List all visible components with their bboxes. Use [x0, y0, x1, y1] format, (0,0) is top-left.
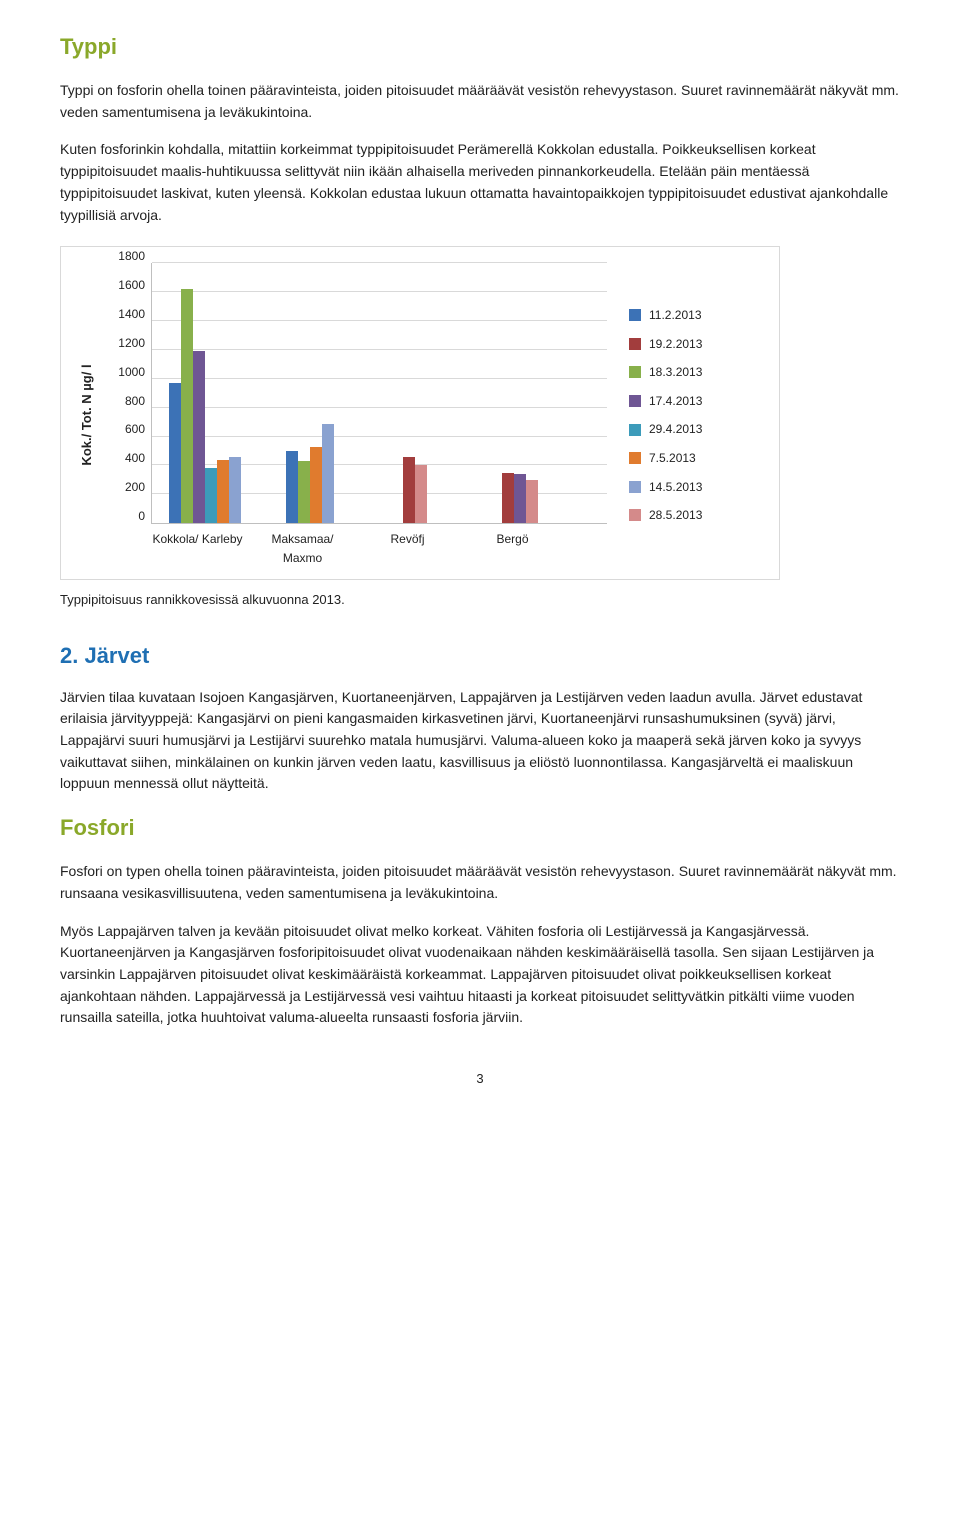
legend-label: 11.2.2013	[649, 306, 702, 325]
chart-bar	[169, 383, 181, 523]
typpi-p1: Typpi on fosforin ohella toinen pääravin…	[60, 80, 900, 123]
legend-label: 17.4.2013	[649, 392, 702, 411]
chart-xcat: Kokkola/ Karleby	[145, 530, 250, 567]
legend-item: 11.2.2013	[629, 306, 759, 325]
chart-ylabel: Kok./ Tot. N µg/ l	[77, 365, 97, 466]
chart-bar	[502, 473, 514, 524]
legend-label: 18.3.2013	[649, 363, 702, 382]
chart-bar	[286, 451, 298, 523]
typpi-p2: Kuten fosforinkin kohdalla, mitattiin ko…	[60, 139, 900, 226]
chart-bar	[205, 468, 217, 523]
chart-plot	[151, 263, 607, 524]
chart-xcat: Revöfj	[355, 530, 460, 567]
legend-item: 29.4.2013	[629, 420, 759, 439]
legend-item: 19.2.2013	[629, 335, 759, 354]
heading-fosfori: Fosfori	[60, 811, 900, 845]
chart-bar	[181, 289, 193, 523]
fosfori-p1: Fosfori on typen ohella toinen pääravint…	[60, 861, 900, 904]
chart-bar	[514, 474, 526, 523]
legend-swatch	[629, 309, 641, 321]
chart-bar	[415, 465, 427, 523]
legend-item: 14.5.2013	[629, 478, 759, 497]
legend-swatch	[629, 366, 641, 378]
chart-yaxis: 180016001400120010008006004002000	[101, 263, 151, 523]
chart-bar	[322, 424, 334, 524]
legend-label: 14.5.2013	[649, 478, 702, 497]
legend-label: 19.2.2013	[649, 335, 702, 354]
chart-bar	[526, 480, 538, 523]
chart-bar	[310, 447, 322, 524]
legend-item: 18.3.2013	[629, 363, 759, 382]
jarvet-p1: Järvien tilaa kuvataan Isojoen Kangasjär…	[60, 687, 900, 795]
legend-item: 7.5.2013	[629, 449, 759, 468]
chart-xaxis: Kokkola/ KarlebyMaksamaa/ MaxmoRevöfjBer…	[145, 524, 565, 567]
chart-legend: 11.2.2013 19.2.2013 18.3.2013 17.4.2013 29.4…	[607, 263, 759, 567]
chart-bar	[193, 351, 205, 523]
heading-typpi: Typpi	[60, 30, 900, 64]
chart-caption: Typpipitoisuus rannikkovesissä alkuvuonn…	[60, 590, 900, 610]
legend-item: 28.5.2013	[629, 506, 759, 525]
legend-label: 7.5.2013	[649, 449, 696, 468]
page-number: 3	[60, 1069, 900, 1089]
legend-swatch	[629, 481, 641, 493]
legend-label: 29.4.2013	[649, 420, 702, 439]
chart-bar	[217, 460, 229, 524]
chart-bar	[403, 457, 415, 523]
legend-swatch	[629, 509, 641, 521]
heading-jarvet: 2. Järvet	[60, 639, 900, 673]
nitrogen-chart: Kok./ Tot. N µg/ l 180016001400120010008…	[60, 246, 780, 580]
legend-swatch	[629, 424, 641, 436]
fosfori-p2: Myös Lappajärven talven ja kevään pitois…	[60, 921, 900, 1029]
legend-item: 17.4.2013	[629, 392, 759, 411]
legend-swatch	[629, 338, 641, 350]
legend-label: 28.5.2013	[649, 506, 702, 525]
legend-swatch	[629, 452, 641, 464]
legend-swatch	[629, 395, 641, 407]
chart-bar	[229, 457, 241, 523]
chart-bar	[298, 461, 310, 523]
chart-xcat: Maksamaa/ Maxmo	[250, 530, 355, 567]
chart-xcat: Bergö	[460, 530, 565, 567]
